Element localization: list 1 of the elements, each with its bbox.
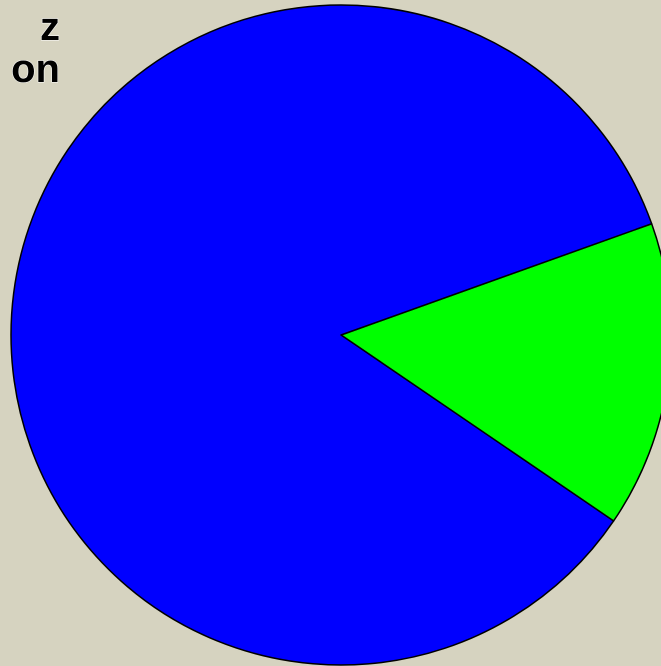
- text: z on: [11, 5, 60, 91]
